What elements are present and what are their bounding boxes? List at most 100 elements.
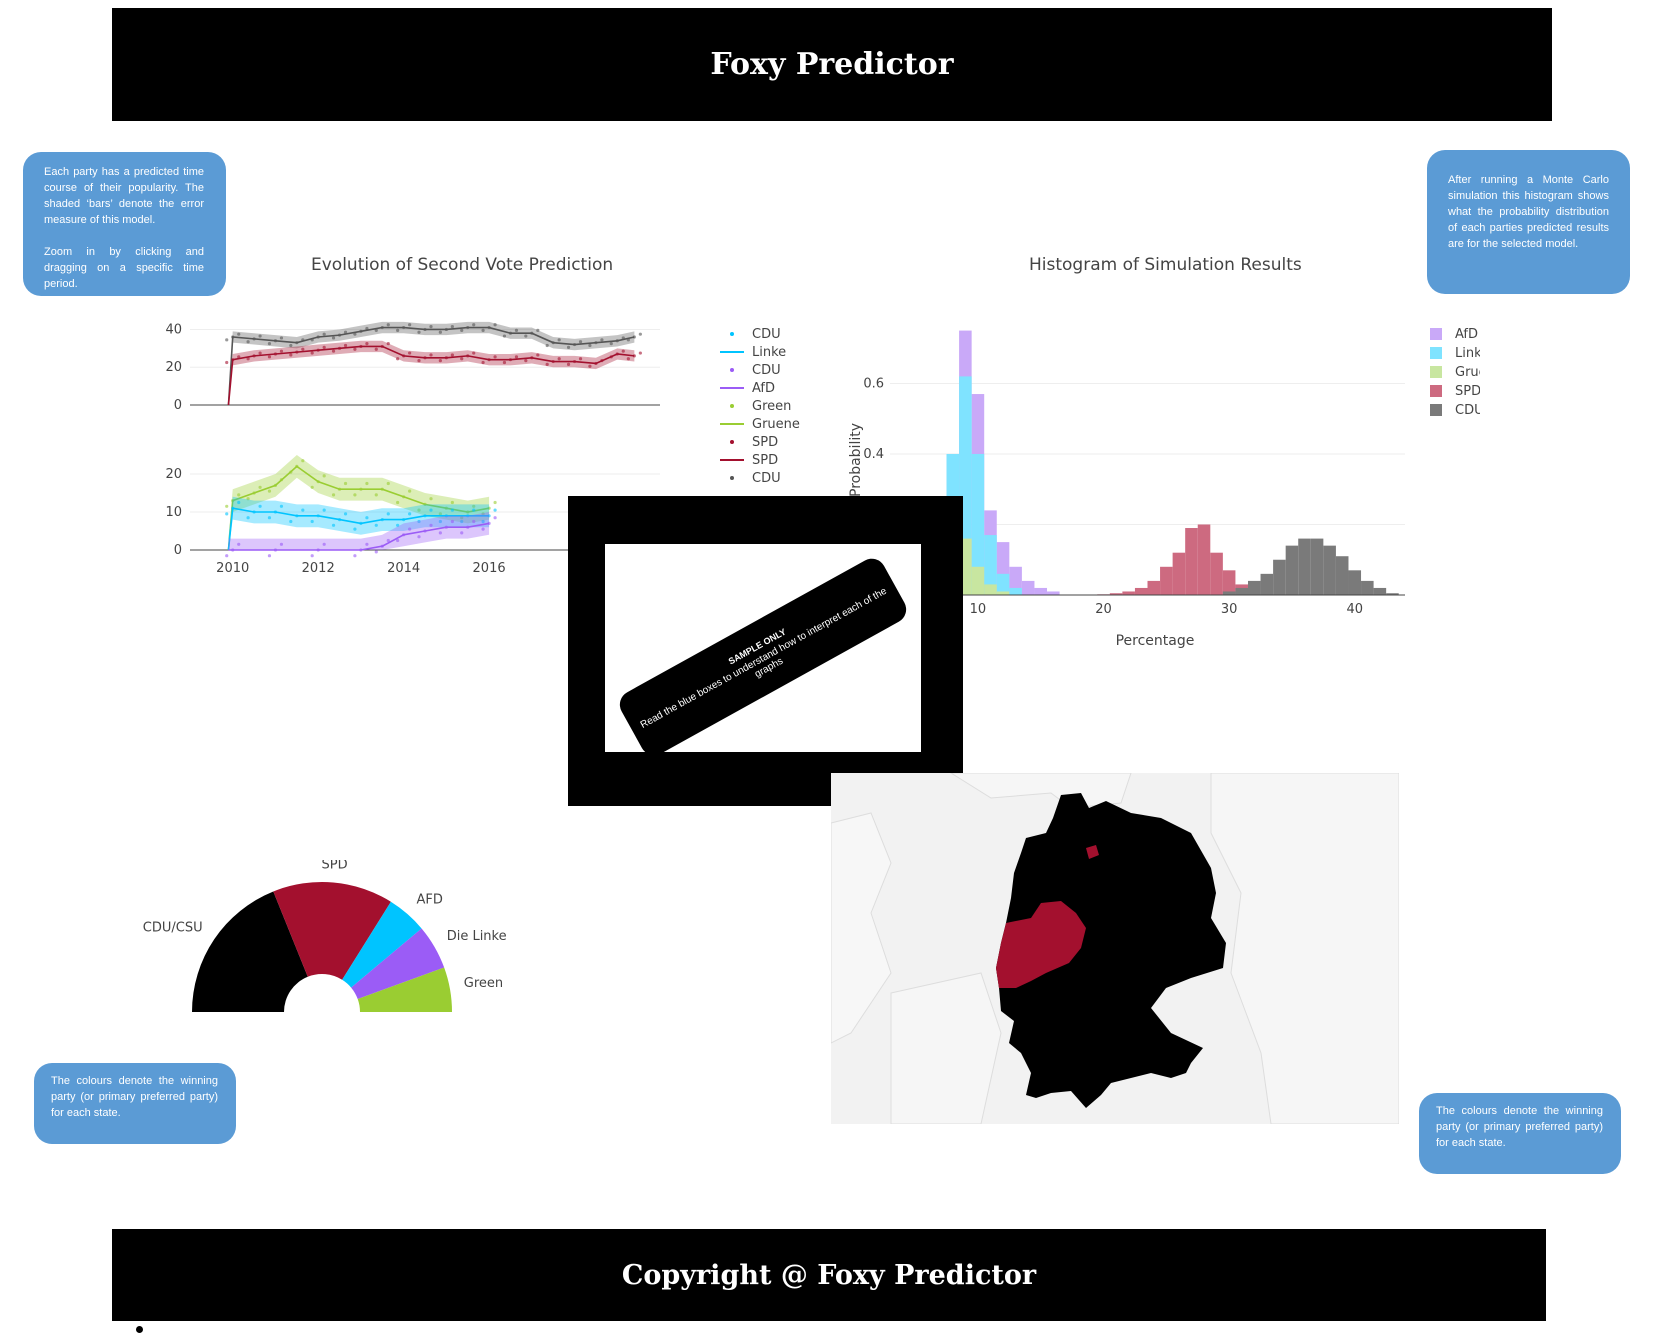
seat-label: CDU/CSU: [143, 920, 203, 935]
poll-point: [225, 338, 229, 342]
y-tick-label: 0.4: [863, 447, 884, 462]
poll-point: [429, 497, 433, 501]
histogram-bar: [1235, 587, 1248, 595]
nrw-state: [996, 901, 1086, 988]
info-box-histogram: After running a Monte Carlo simulation t…: [1427, 150, 1630, 294]
legend-label: AfD: [1455, 327, 1478, 342]
poll-point: [408, 512, 412, 516]
poll-point: [472, 519, 476, 524]
histogram-bar: [1197, 524, 1211, 595]
sample-banner: SAMPLE ONLY Read the blue boxes to under…: [614, 553, 912, 752]
legend-marker: [730, 332, 734, 336]
poll-point: [502, 334, 507, 338]
timeseries-panel-bottom: 0 10 20 2010 2012 2014 2016: [165, 455, 660, 576]
poll-point: [267, 489, 272, 493]
info-box-map: The colours denote the winning party (or…: [1419, 1093, 1621, 1174]
histogram-title: Histogram of Simulation Results: [1029, 255, 1302, 275]
histogram-bar: [1222, 570, 1236, 595]
poll-point: [331, 523, 336, 527]
y-axis-label: Probability: [848, 423, 864, 497]
poll-point: [460, 531, 464, 535]
poll-point: [566, 345, 571, 349]
legend-label: SPD: [752, 453, 778, 468]
poll-point: [343, 512, 348, 516]
seat-label: Green: [464, 976, 503, 991]
histogram-bar: [1335, 556, 1349, 595]
seat-distribution-chart[interactable]: CDU/CSU SPD AFD Die Linke Green: [140, 860, 520, 1020]
info-box-seats: The colours denote the winning party (or…: [34, 1063, 236, 1144]
poll-point: [246, 357, 250, 361]
histogram-bar: [1273, 559, 1286, 595]
poll-point: [493, 500, 497, 505]
poll-point: [609, 342, 613, 346]
poll-point: [237, 332, 241, 336]
poll-point: [374, 550, 378, 554]
poll-point: [267, 554, 272, 558]
timeseries-chart[interactable]: 0 20 40 0 10 20 2010 2012 2014 2016 CDU Linke CDU A…: [150, 320, 810, 620]
poll-point: [450, 353, 454, 357]
legend-label: Green: [752, 399, 791, 414]
page-title: Foxy Predictor: [710, 47, 954, 82]
poll-point: [408, 527, 412, 531]
seat-labels: CDU/CSU SPD AFD Die Linke Green: [143, 860, 507, 991]
poll-point: [225, 360, 229, 365]
poll-point: [225, 504, 229, 508]
poll-point: [322, 542, 326, 546]
poll-point: [289, 353, 293, 357]
poll-point: [386, 538, 390, 543]
poll-point: [365, 342, 369, 346]
poll-point: [536, 328, 540, 332]
poll-point: [237, 500, 241, 505]
histogram-bar: [1285, 545, 1299, 595]
x-tick-label: 2010: [216, 561, 249, 576]
footer-banner: Copyright @ Foxy Predictor: [112, 1229, 1546, 1321]
histogram-bar: [1134, 587, 1148, 595]
poll-point: [408, 351, 412, 355]
histogram-bar: [1147, 580, 1161, 595]
info-text: After running a Monte Carlo simulation t…: [1448, 174, 1609, 250]
footer-text: Copyright @ Foxy Predictor: [621, 1259, 1037, 1291]
poll-point: [246, 516, 250, 520]
poll-point: [545, 362, 549, 366]
header-banner: Foxy Predictor: [112, 8, 1552, 121]
y-tick-label: 20: [165, 467, 182, 482]
poll-point: [472, 323, 476, 327]
x-tick-label: 40: [1346, 602, 1363, 617]
seat-slice: [192, 891, 308, 1012]
poll-point: [429, 508, 433, 512]
poll-point: [258, 504, 262, 508]
poll-point: [514, 355, 519, 359]
poll-point: [638, 351, 642, 355]
info-text: The colours denote the winning party (or…: [51, 1075, 218, 1119]
poll-point: [310, 519, 314, 524]
poll-point: [460, 516, 464, 520]
poll-point: [237, 542, 241, 546]
histogram-chart[interactable]: 0.4 0.6 10 20 30 40 Percentage Probability AfD…: [830, 320, 1480, 660]
histogram-bar: [1021, 580, 1035, 595]
legend-label: SPD: [752, 435, 778, 450]
x-tick-label: 20: [1095, 602, 1112, 617]
series-line: [228, 522, 490, 551]
germany-state-map[interactable]: [831, 773, 1399, 1124]
poll-point: [460, 328, 464, 332]
histogram-bar: [1260, 573, 1274, 595]
series-line: [227, 345, 635, 406]
histogram-bar: [971, 453, 985, 595]
histogram-bar: [1160, 566, 1173, 595]
poll-point: [438, 531, 442, 535]
legend-label: CDU: [752, 471, 781, 486]
poll-point: [493, 516, 497, 520]
seat-label: AFD: [416, 892, 442, 907]
x-tick-label: 2012: [302, 561, 335, 576]
map-neighbour-region: [831, 812, 892, 1044]
legend-label: Linke: [1455, 346, 1480, 361]
poll-point: [386, 512, 390, 516]
poll-point: [481, 527, 485, 531]
poll-point: [472, 504, 476, 508]
legend-marker: [730, 476, 734, 480]
poll-point: [279, 504, 284, 508]
poll-point: [396, 523, 400, 527]
poll-point: [279, 336, 284, 340]
poll-point: [417, 535, 421, 539]
histogram-bar: [1172, 552, 1186, 595]
